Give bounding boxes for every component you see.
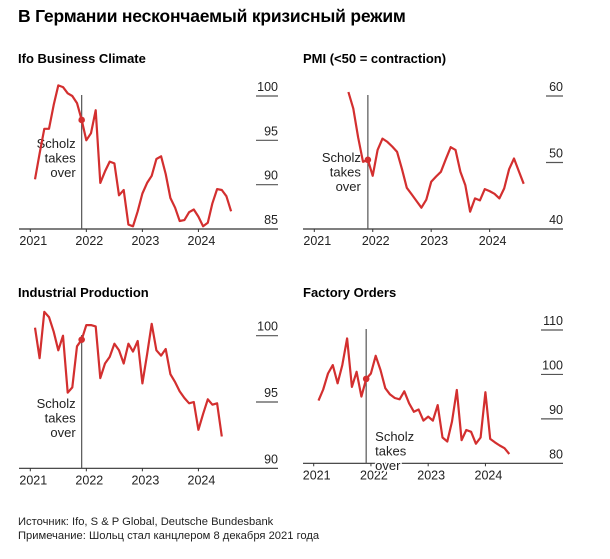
annotation-text: Scholz [37, 136, 76, 151]
x-tick-label: 2021 [303, 234, 331, 248]
annotation-text: takes [45, 411, 77, 426]
x-tick-label: 2022 [362, 234, 390, 248]
y-tick-label: 90 [264, 452, 278, 466]
x-tick-label: 2024 [479, 234, 507, 248]
series-line [33, 84, 233, 228]
x-tick-label: 2021 [303, 468, 331, 482]
y-tick-label: 100 [257, 80, 278, 94]
x-tick-label: 2023 [420, 234, 448, 248]
panel-title-pmi: PMI (<50 = contraction) [303, 51, 447, 66]
source-note: Источник: Ifo, S & P Global, Deutsche Bu… [18, 516, 274, 528]
scholz-point [78, 336, 85, 343]
annotation-text: over [336, 179, 362, 194]
annotation-text: takes [375, 444, 407, 459]
x-tick-label: 2022 [360, 468, 388, 482]
y-tick-label: 95 [264, 124, 278, 138]
y-tick-label: 80 [549, 447, 563, 461]
y-tick-label: 90 [549, 403, 563, 417]
chart-panel-4: 110 100 90 80 2021 2022 2023 2024 Scholztakesove… [303, 314, 563, 482]
x-tick-label: 2022 [75, 473, 103, 487]
y-tick-label: 110 [543, 314, 563, 328]
y-tick-label: 90 [264, 169, 278, 183]
x-tick-label: 2024 [188, 473, 216, 487]
x-tick-label: 2024 [475, 468, 503, 482]
panel-title-ifo: Ifo Business Climate [18, 51, 146, 66]
scholz-point [78, 116, 85, 124]
annotation-text: Scholz [37, 396, 76, 411]
y-tick-label: 100 [542, 358, 563, 372]
scholz-point [362, 375, 370, 383]
annotation-text: over [50, 165, 76, 180]
annotation-text: over [375, 458, 401, 473]
x-tick-label: 2023 [131, 234, 159, 248]
y-tick-label: 40 [549, 213, 563, 227]
series-line [317, 337, 511, 455]
x-tick-label: 2023 [131, 473, 159, 487]
panel-title-industrial-production: Industrial Production [18, 285, 149, 300]
y-tick-label: 50 [549, 147, 563, 161]
annotation-text: Scholz [322, 150, 361, 165]
x-tick-label: 2021 [19, 234, 47, 248]
x-tick-label: 2021 [19, 473, 47, 487]
x-tick-label: 2024 [188, 234, 216, 248]
panel-title-factory-orders: Factory Orders [303, 285, 397, 300]
series-line [33, 310, 223, 437]
footnote: Примечание: Шольц стал канцлером 8 декаб… [18, 530, 320, 542]
y-tick-label: 95 [264, 386, 278, 400]
y-tick-label: 100 [257, 320, 278, 334]
y-tick-label: 60 [549, 80, 563, 94]
annotation-text: over [50, 425, 76, 440]
series-line [347, 91, 525, 213]
annotation-text: takes [45, 151, 77, 166]
main-title: В Германии нескончаемый кризисный режим [18, 6, 406, 26]
x-tick-label: 2023 [417, 468, 445, 482]
annotation-text: Scholz [375, 429, 414, 444]
y-tick-label: 85 [264, 213, 278, 227]
scholz-point [364, 156, 372, 164]
annotation-text: takes [330, 165, 362, 180]
x-tick-label: 2022 [75, 234, 103, 248]
